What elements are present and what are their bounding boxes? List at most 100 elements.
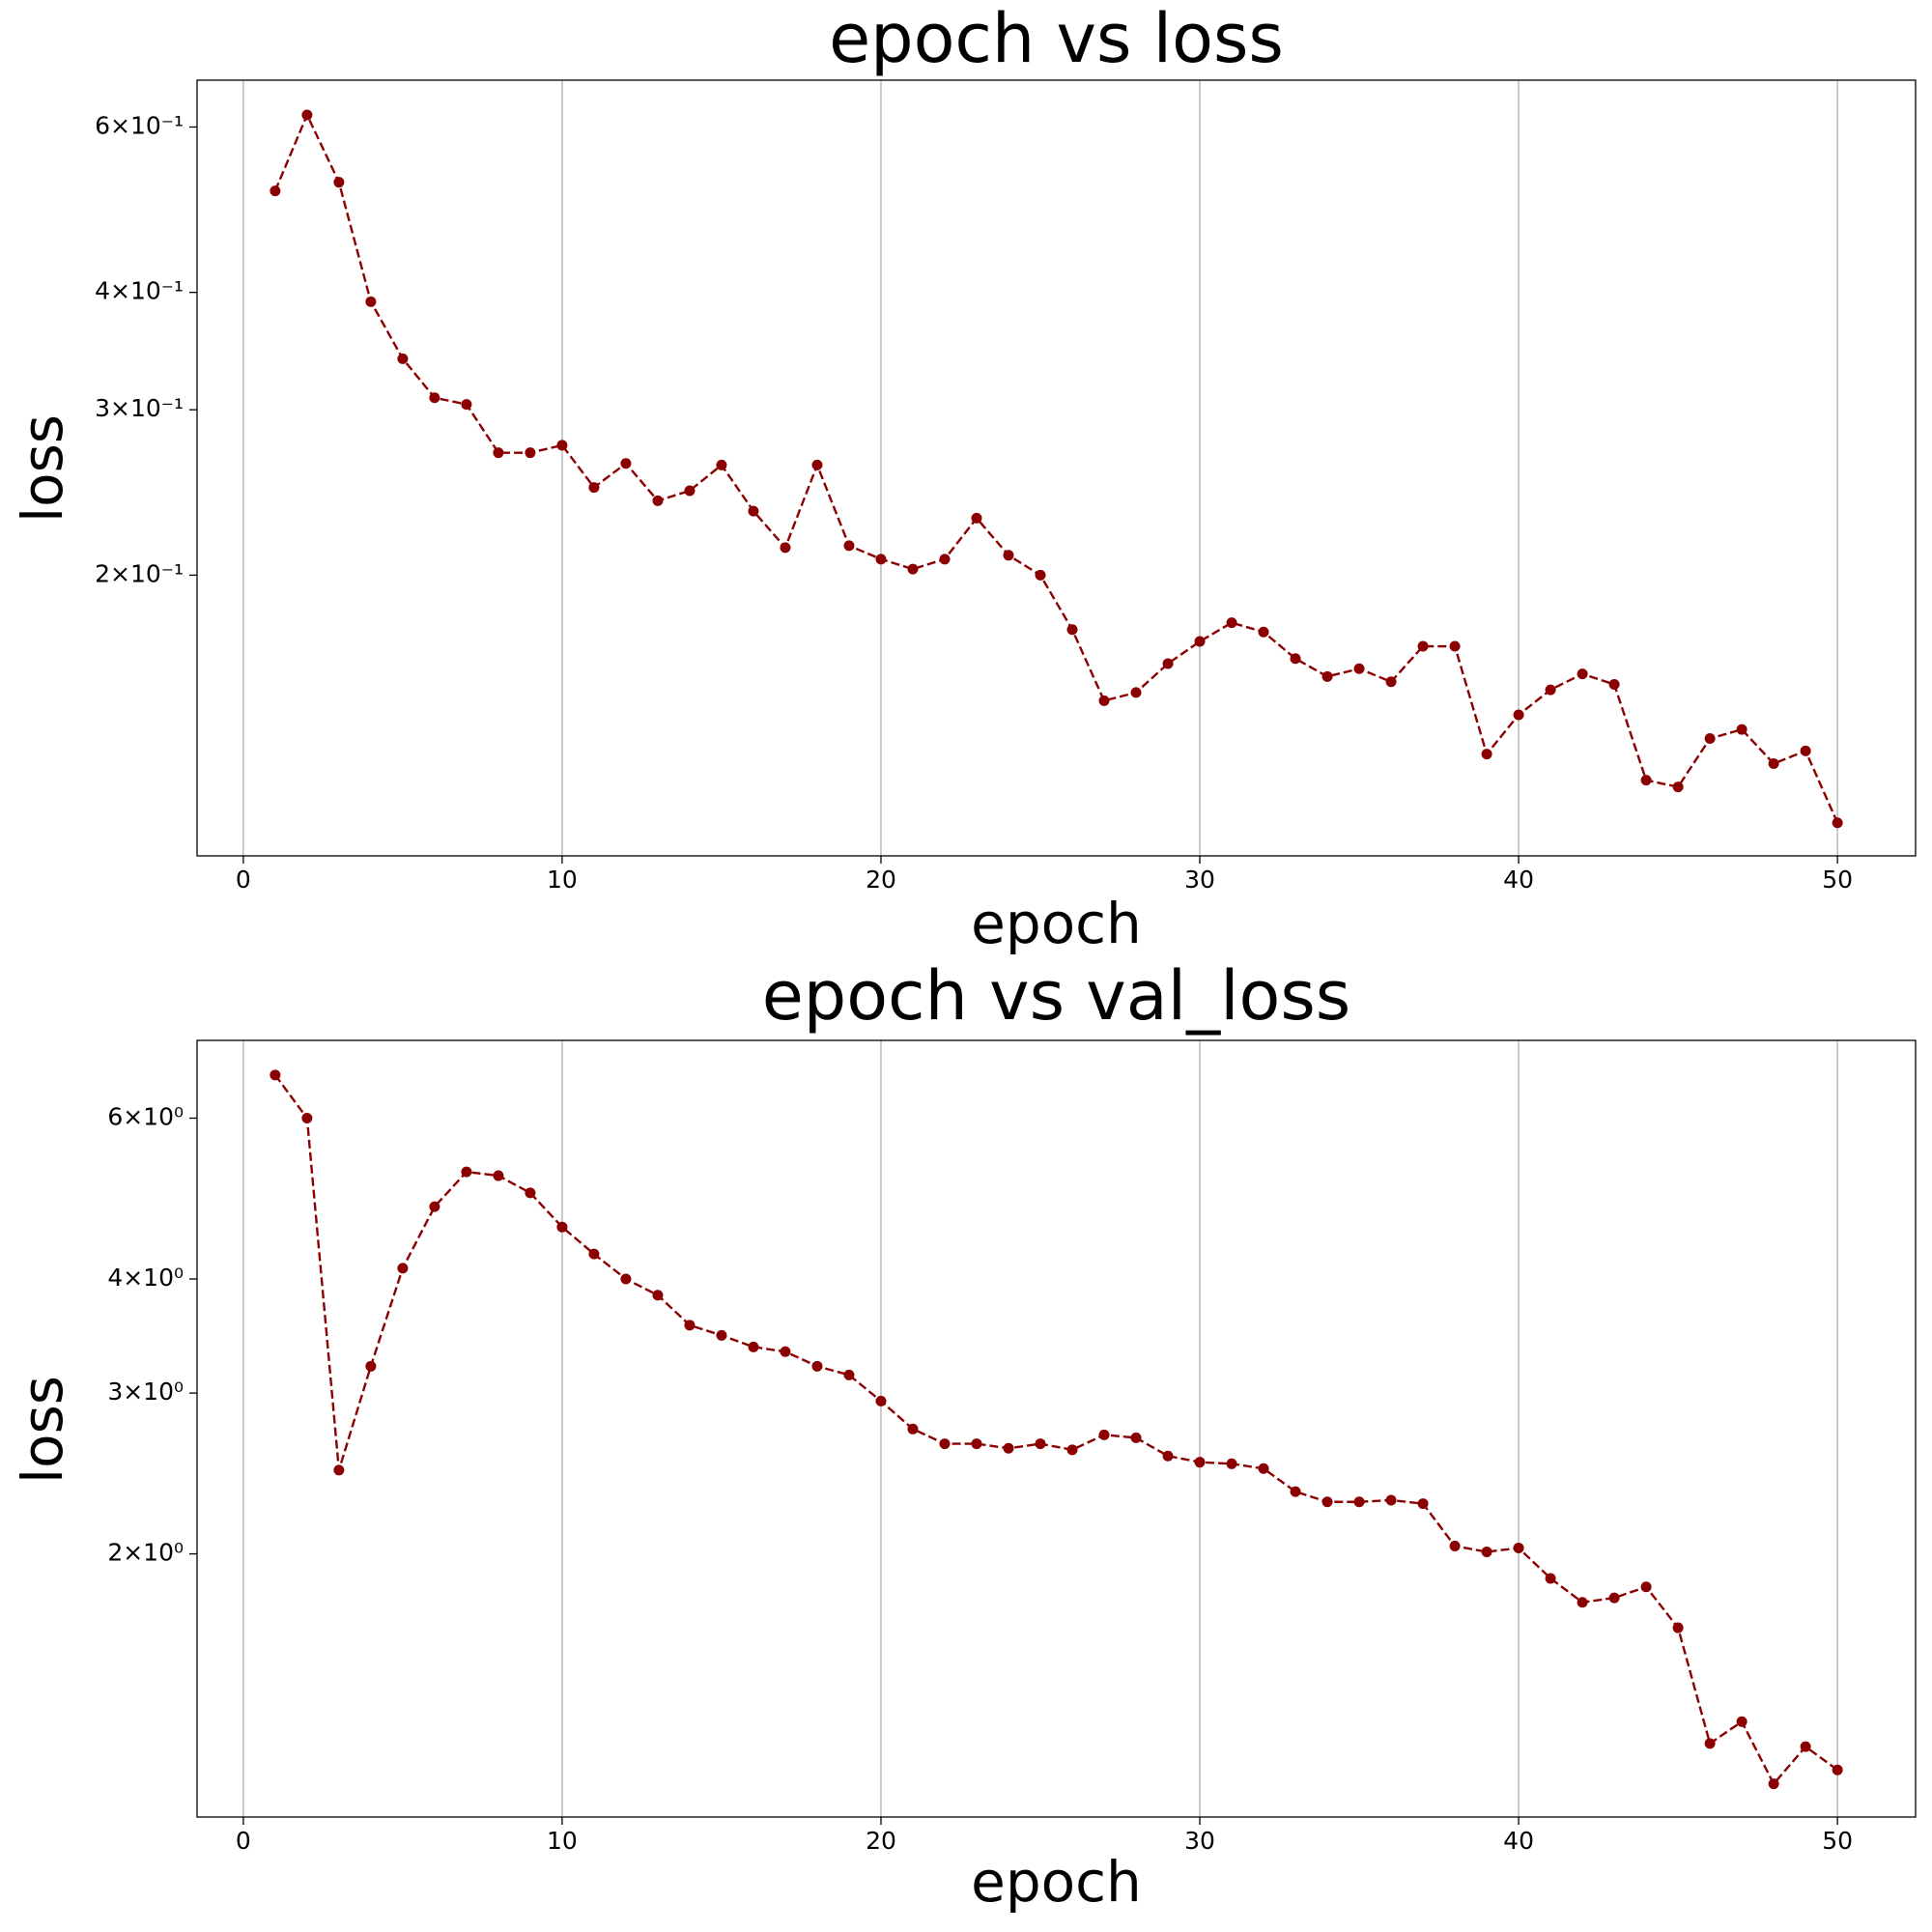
data-point bbox=[1003, 550, 1014, 561]
data-point bbox=[1098, 695, 1110, 706]
y-tick-label: 2×10⁰ bbox=[107, 1539, 184, 1567]
data-point bbox=[1066, 624, 1078, 636]
data-point bbox=[620, 458, 632, 469]
data-line bbox=[273, 112, 1839, 824]
data-point bbox=[1258, 1463, 1269, 1474]
x-axis-label: epoch bbox=[971, 1849, 1142, 1915]
data-point bbox=[556, 440, 568, 451]
data-point bbox=[811, 1360, 823, 1372]
chart-title: epoch vs val_loss bbox=[762, 956, 1351, 1036]
y-tick-label: 4×10⁰ bbox=[107, 1264, 184, 1292]
x-tick-label: 20 bbox=[866, 866, 896, 894]
x-tick-label: 20 bbox=[866, 1827, 896, 1855]
data-point bbox=[301, 1113, 313, 1124]
data-point bbox=[461, 1166, 472, 1178]
y-tick-label: 3×10⁰ bbox=[107, 1378, 184, 1406]
data-point bbox=[1290, 653, 1301, 665]
data-point bbox=[1353, 663, 1365, 674]
data-point bbox=[907, 563, 919, 575]
data-point bbox=[1768, 1778, 1779, 1790]
data-point bbox=[588, 1248, 600, 1260]
data-point bbox=[1130, 687, 1142, 698]
x-tick-label: 30 bbox=[1184, 866, 1215, 894]
plot-frame bbox=[196, 1039, 1917, 1818]
x-tick-label: 50 bbox=[1822, 1827, 1853, 1855]
data-point bbox=[939, 1438, 951, 1450]
data-point bbox=[1513, 1542, 1524, 1553]
x-tick-label: 0 bbox=[236, 1827, 251, 1855]
y-tick-label: 6×10⁻¹ bbox=[95, 111, 184, 139]
data-point bbox=[1130, 1432, 1142, 1443]
data-point bbox=[1704, 733, 1716, 745]
y-tick-label: 6×10⁰ bbox=[107, 1103, 184, 1131]
data-point bbox=[1481, 1547, 1492, 1558]
data-point bbox=[493, 447, 504, 459]
data-point bbox=[1449, 640, 1461, 652]
data-point bbox=[620, 1273, 632, 1285]
data-point bbox=[811, 459, 823, 470]
data-point bbox=[1162, 1450, 1174, 1462]
data-line bbox=[273, 1074, 1838, 1786]
data-point bbox=[684, 485, 696, 497]
data-point bbox=[1162, 658, 1174, 669]
data-point bbox=[301, 109, 313, 121]
data-point bbox=[748, 1341, 759, 1352]
data-point bbox=[1545, 684, 1556, 696]
data-point bbox=[1608, 1592, 1620, 1604]
data-point bbox=[461, 399, 472, 411]
data-point bbox=[1832, 817, 1843, 829]
chart-title: epoch vs loss bbox=[829, 0, 1284, 78]
y-axis-label: loss bbox=[10, 1376, 75, 1484]
data-point bbox=[652, 1290, 664, 1301]
data-point bbox=[525, 1187, 536, 1199]
data-point bbox=[1545, 1573, 1556, 1584]
data-point bbox=[684, 1320, 696, 1331]
data-point bbox=[1226, 617, 1237, 629]
data-point bbox=[875, 554, 887, 565]
data-point bbox=[1768, 758, 1779, 770]
data-point bbox=[1194, 636, 1206, 647]
data-point bbox=[843, 1369, 855, 1380]
x-tick-label: 30 bbox=[1184, 1827, 1215, 1855]
y-tick-label: 2×10⁻¹ bbox=[95, 559, 184, 587]
y-tick-label: 3×10⁻¹ bbox=[95, 394, 184, 422]
data-point bbox=[907, 1423, 919, 1435]
data-point bbox=[525, 447, 536, 459]
data-point bbox=[971, 1438, 982, 1450]
data-point bbox=[875, 1395, 887, 1406]
data-point bbox=[1832, 1764, 1843, 1776]
data-point bbox=[1290, 1486, 1301, 1497]
data-point bbox=[1449, 1540, 1461, 1551]
data-point bbox=[1066, 1444, 1078, 1456]
data-point bbox=[1608, 679, 1620, 691]
data-point bbox=[843, 540, 855, 552]
x-tick-label: 10 bbox=[547, 866, 578, 894]
data-point bbox=[333, 177, 345, 188]
data-point bbox=[1640, 775, 1652, 786]
data-point bbox=[1258, 626, 1269, 638]
data-point bbox=[1640, 1581, 1652, 1593]
data-point bbox=[365, 1360, 377, 1372]
data-point bbox=[1385, 1494, 1397, 1506]
data-point bbox=[1577, 668, 1588, 680]
data-point bbox=[1003, 1442, 1014, 1454]
data-point bbox=[1353, 1496, 1365, 1508]
data-point bbox=[556, 1221, 568, 1233]
data-point bbox=[1736, 1716, 1747, 1727]
data-point bbox=[1513, 709, 1524, 721]
data-point bbox=[716, 1329, 727, 1341]
data-point bbox=[939, 554, 951, 565]
data-point bbox=[1035, 1438, 1046, 1450]
x-tick-label: 50 bbox=[1822, 866, 1853, 894]
data-point bbox=[429, 1201, 440, 1212]
y-axis-label: loss bbox=[10, 414, 75, 523]
data-point bbox=[1672, 781, 1684, 793]
data-point bbox=[1577, 1597, 1588, 1608]
data-point bbox=[429, 392, 440, 404]
data-point bbox=[270, 1069, 281, 1081]
x-tick-label: 40 bbox=[1503, 1827, 1534, 1855]
data-point bbox=[270, 185, 281, 197]
x-tick-label: 10 bbox=[547, 1827, 578, 1855]
data-point bbox=[1481, 749, 1492, 760]
